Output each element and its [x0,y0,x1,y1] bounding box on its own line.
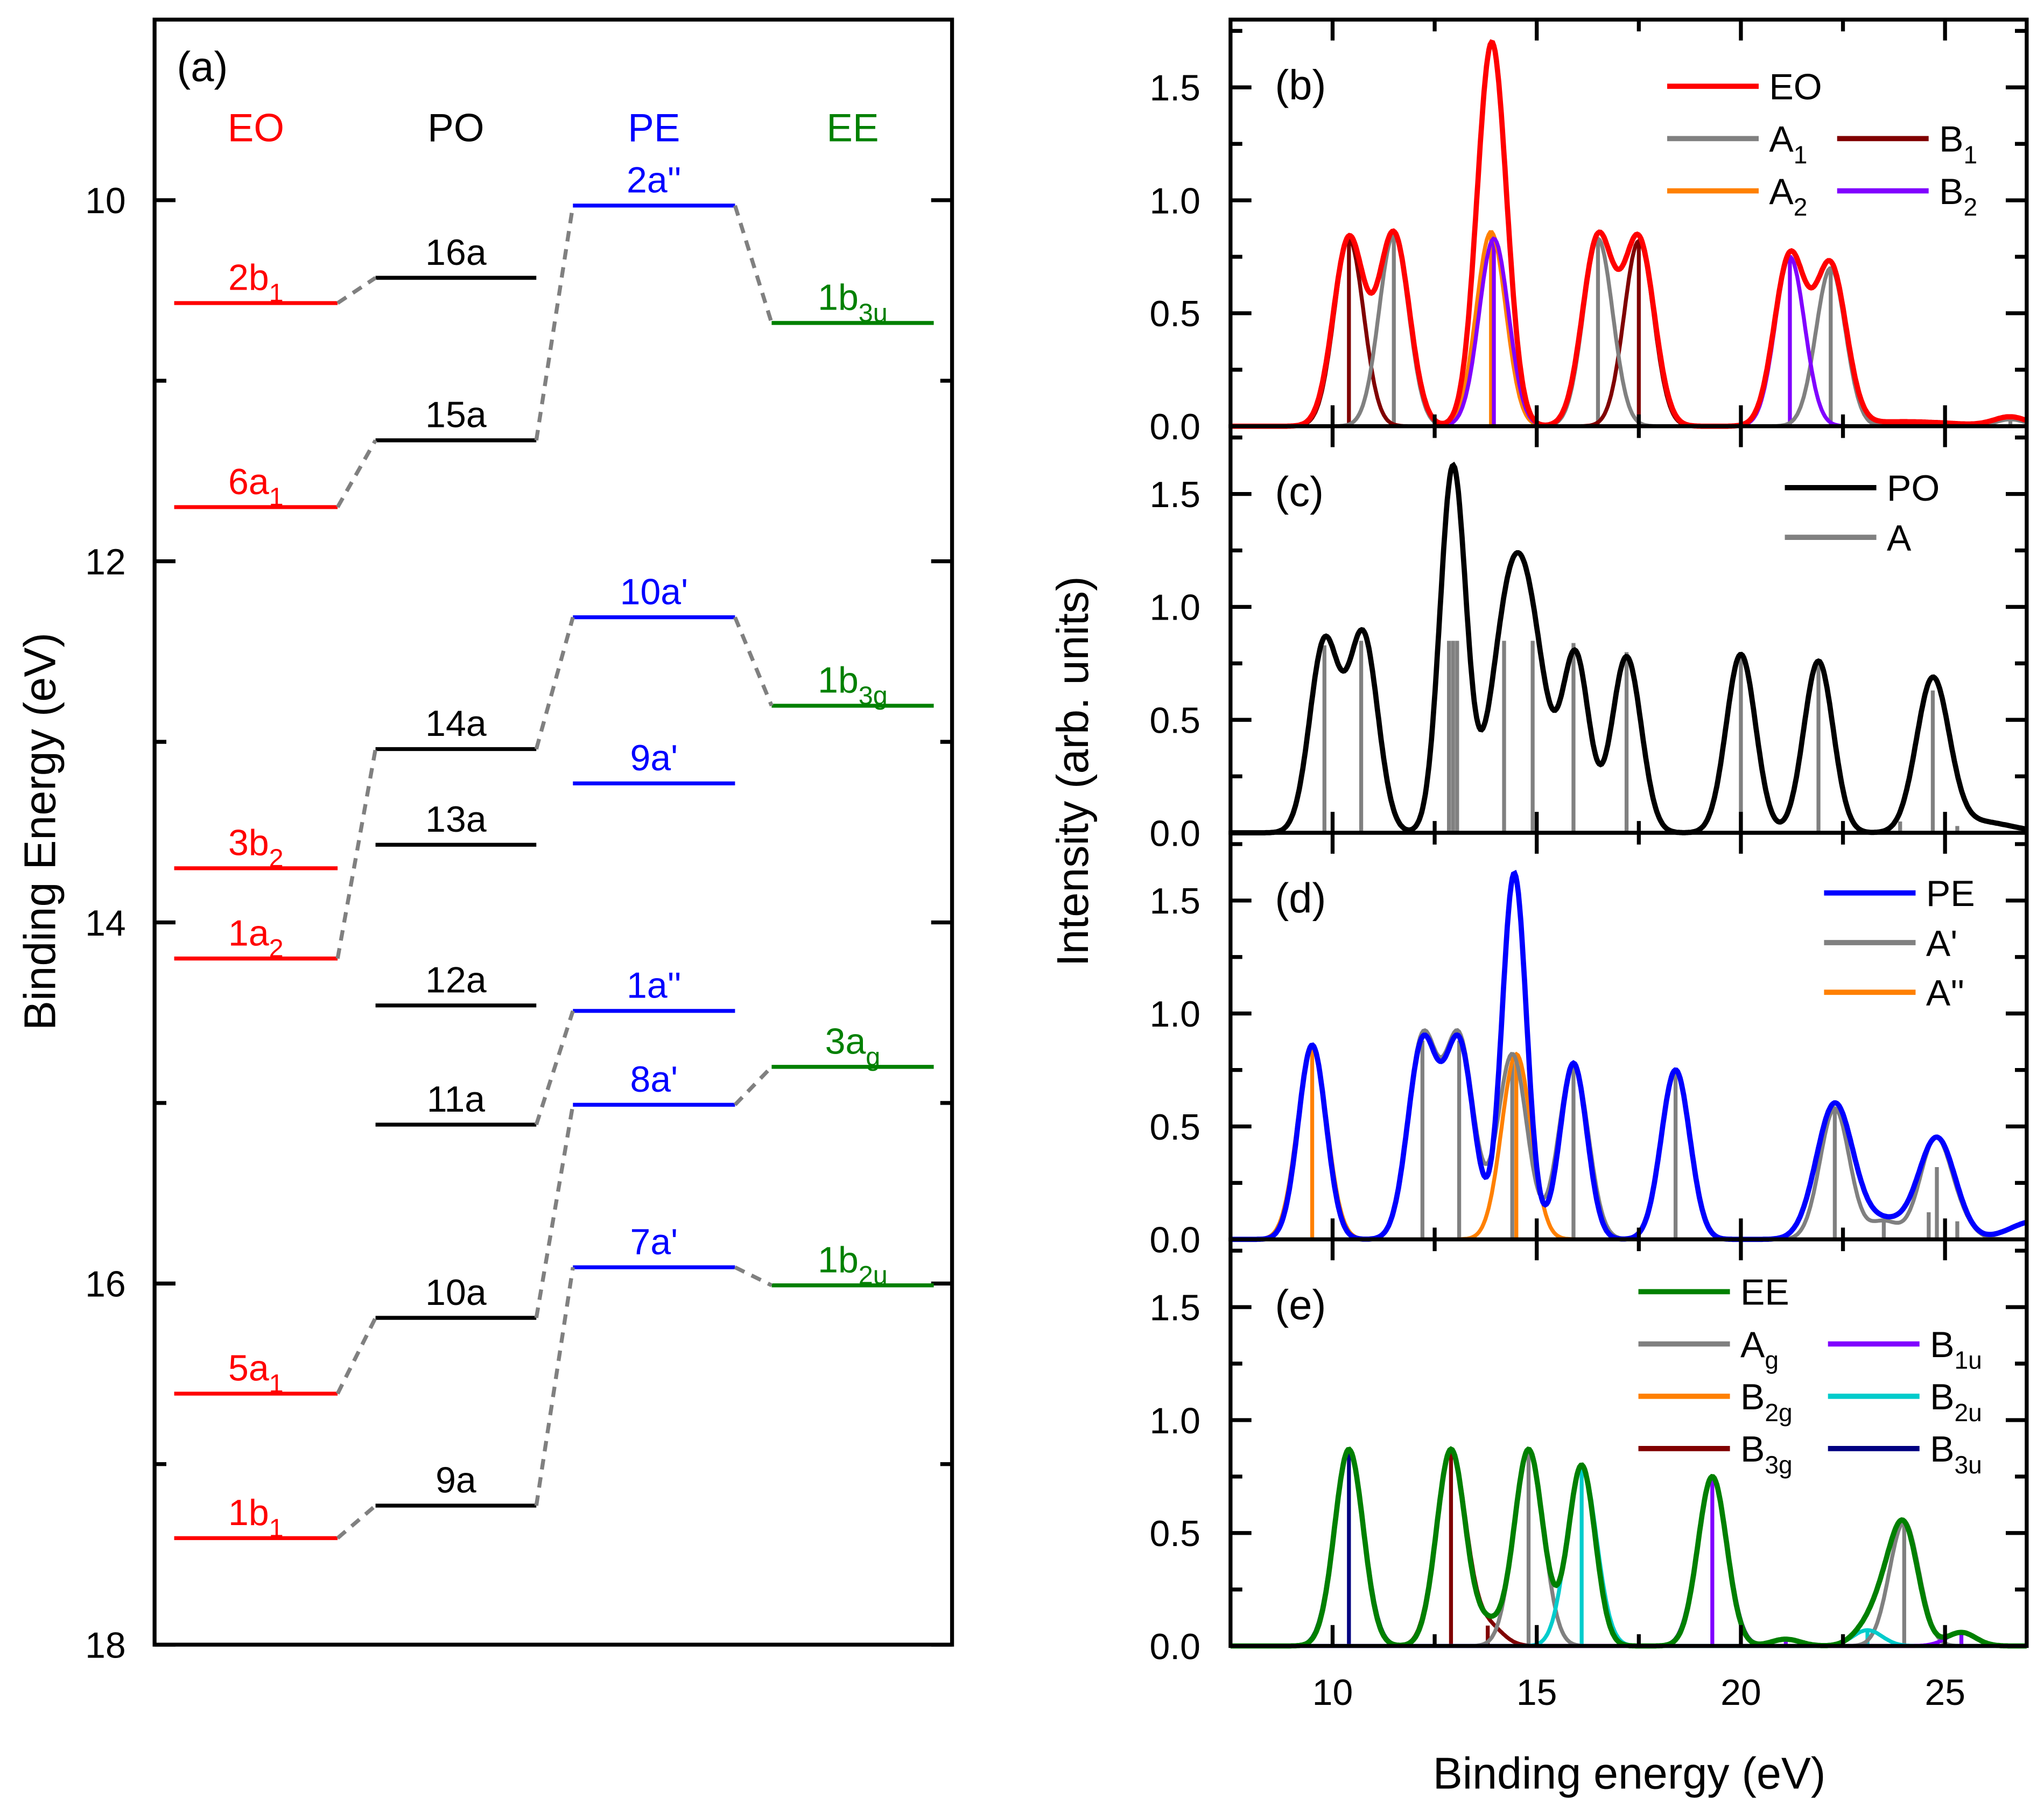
panel-label: (a) [177,44,228,90]
correlation-line [534,205,575,441]
y-tick-label: 0.5 [1149,700,1200,741]
correlation-line [335,439,377,508]
y-tick-label: 1.0 [1149,587,1200,628]
y-tick-label: 16 [85,1264,126,1305]
energy-level-label: 16a [425,232,487,273]
correlation-line [335,1317,377,1395]
energy-level-label: 15a [425,395,487,436]
y-tick-label: 0.0 [1149,813,1200,854]
x-tick-label: 20 [1720,1672,1761,1713]
y-tick-label: 12 [85,542,126,582]
legend-label: A [1887,517,1912,558]
y-tick-label: 1.0 [1149,994,1200,1035]
envelope-curve-eo [1230,39,2028,429]
y-tick-label: 0.5 [1149,293,1200,334]
y-tick-label: 0.0 [1149,406,1200,447]
correlation-line [734,1265,773,1287]
y-tick-label: 0.5 [1149,1513,1200,1554]
y-tick-label: 1.5 [1149,474,1200,515]
energy-level-label: 9a [436,1460,476,1501]
correlation-line [534,616,575,750]
y-tick-label: 1.5 [1149,1287,1200,1328]
panel-label: (e) [1275,1282,1326,1328]
x-tick-label: 25 [1924,1672,1965,1713]
correlation-line [733,1065,774,1106]
y-tick-label: 1.5 [1149,68,1200,109]
energy-level-label: 7a' [630,1221,678,1262]
x-axis-title: Binding energy (eV) [1433,1748,1826,1798]
y-tick-label: 1.5 [1149,881,1200,922]
y-tick-label: 14 [85,903,126,944]
column-header-ee: EE [826,106,879,150]
energy-level-label: 10a' [620,571,688,612]
energy-level-label: 2a'' [627,160,682,201]
energy-level-label: 14a [425,703,487,744]
y-tick-label: 10 [85,180,126,221]
correlation-line [534,1010,575,1126]
y-axis-title: Binding Energy (eV) [16,633,65,1030]
column-header-po: PO [427,106,484,150]
panel-label: (c) [1275,469,1324,515]
correlation-line [336,276,377,305]
y-tick-label: 0.5 [1149,1107,1200,1148]
legend-label: EO [1769,67,1822,108]
panel-label: (d) [1275,875,1326,922]
y-tick-label: 0.0 [1149,1626,1200,1667]
legend-label: A'' [1926,973,1964,1014]
energy-level-label: 11a [427,1079,486,1120]
correlation-line [733,205,774,324]
panel-label: (b) [1275,62,1326,109]
energy-level-label: 10a [425,1272,487,1313]
column-header-pe: PE [628,106,680,150]
legend-label: PO [1887,468,1940,509]
x-tick-label: 10 [1312,1672,1353,1713]
energy-level-label: 9a' [630,738,678,778]
legend-label: A' [1926,923,1957,964]
energy-level-label: 12a [425,959,487,1000]
correlation-line [336,1504,377,1540]
energy-level-label: 13a [425,799,487,840]
column-header-eo: EO [228,106,284,150]
correlation-line [534,1267,575,1506]
envelope-curve-po [1230,461,2027,835]
y-tick-label: 1.0 [1149,1400,1200,1441]
y-tick-label: 0.0 [1149,1220,1200,1261]
correlation-line [733,616,774,707]
legend-label: PE [1926,873,1975,914]
plot-frame [1228,1237,2029,1648]
energy-level-label: 8a' [630,1059,678,1100]
y-tick-label: 18 [85,1625,126,1666]
energy-level-label: 1a'' [627,965,682,1006]
x-tick-label: 15 [1516,1672,1557,1713]
y-axis-title: Intensity (arb. units) [1048,576,1098,966]
plot-frame [152,17,954,1647]
legend-label: EE [1740,1272,1789,1313]
y-tick-label: 1.0 [1149,180,1200,221]
